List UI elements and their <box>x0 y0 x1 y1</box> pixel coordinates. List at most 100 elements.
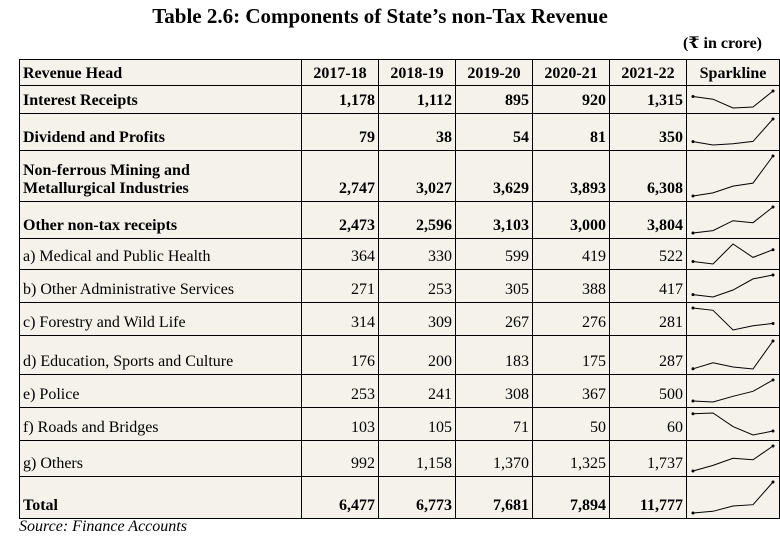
sparkline-cell <box>686 238 780 270</box>
header-2019-20: 2019-20 <box>455 59 533 86</box>
table-row: Dividend and Profits 79 38 54 81 350 <box>19 113 780 151</box>
table-row: c) Forestry and Wild Life 314 309 267 276 281 <box>19 302 780 336</box>
header-sparkline: Sparkline <box>686 59 780 86</box>
value-cell: 3,027 <box>378 150 456 202</box>
sparkline-line <box>692 118 774 146</box>
revenue-table: Revenue Head 2017-18 2018-19 2019-20 202… <box>19 59 780 519</box>
sparkline-endpoint <box>771 378 775 382</box>
sparkline-line <box>692 155 774 197</box>
table-row: Interest Receipts 1,178 1,112 895 920 1,315 <box>19 85 780 114</box>
header-2020-21: 2020-21 <box>532 59 610 86</box>
value-cell: 1,178 <box>301 85 379 114</box>
sparkline-line <box>692 481 774 514</box>
value-cell: 992 <box>301 440 379 477</box>
value-cell: 105 <box>378 407 456 441</box>
value-cell: 3,103 <box>455 201 533 239</box>
row-label: Dividend and Profits <box>19 113 302 151</box>
sparkline-endpoint <box>771 273 775 277</box>
value-cell: 241 <box>378 374 456 408</box>
header-2017-18: 2017-18 <box>301 59 379 86</box>
value-cell: 364 <box>301 238 379 270</box>
table-row: Total 6,477 6,773 7,681 7,894 11,777 <box>19 476 780 519</box>
value-cell: 895 <box>455 85 533 114</box>
sparkline-endpoint <box>771 321 775 325</box>
sparkline-endpoint <box>771 429 775 433</box>
value-cell: 11,777 <box>609 476 687 519</box>
value-cell: 7,681 <box>455 476 533 519</box>
sparkline-cell <box>686 440 780 477</box>
sparkline-cell <box>686 335 780 375</box>
row-label: d) Education, Sports and Culture <box>19 335 302 375</box>
value-cell: 103 <box>301 407 379 441</box>
value-cell: 267 <box>455 302 533 336</box>
value-cell: 71 <box>455 407 533 441</box>
value-cell: 1,737 <box>609 440 687 477</box>
table-row: f) Roads and Bridges 103 105 71 50 60 <box>19 407 780 441</box>
value-cell: 417 <box>609 269 687 303</box>
row-label: Non-ferrous Mining and Metallurgical Indu… <box>19 150 302 202</box>
value-cell: 6,308 <box>609 150 687 202</box>
value-cell: 522 <box>609 238 687 270</box>
value-cell: 3,000 <box>532 201 610 239</box>
value-cell: 3,893 <box>532 150 610 202</box>
sparkline-cell <box>686 201 780 239</box>
value-cell: 500 <box>609 374 687 408</box>
sparkline <box>691 205 775 235</box>
sparkline-cell <box>686 302 780 336</box>
table-row: Other non-tax receipts 2,473 2,596 3,103 3,0… <box>19 201 780 239</box>
value-cell: 314 <box>301 302 379 336</box>
value-cell: 38 <box>378 113 456 151</box>
sparkline <box>691 480 775 515</box>
value-cell: 3,804 <box>609 201 687 239</box>
value-cell: 2,473 <box>301 201 379 239</box>
value-cell: 253 <box>378 269 456 303</box>
value-cell: 388 <box>532 269 610 303</box>
sparkline-endpoint <box>691 469 695 473</box>
value-cell: 367 <box>532 374 610 408</box>
sparkline-endpoint <box>691 306 695 310</box>
sparkline-endpoint <box>691 399 695 403</box>
table-row: a) Medical and Public Health 364 330 599 419… <box>19 238 780 270</box>
sparkline-endpoint <box>691 259 695 263</box>
sparkline <box>691 339 775 371</box>
value-cell: 419 <box>532 238 610 270</box>
sparkline-line <box>692 445 774 472</box>
value-cell: 1,370 <box>455 440 533 477</box>
header-row: Revenue Head 2017-18 2018-19 2019-20 202… <box>19 59 780 86</box>
row-label: a) Medical and Public Health <box>19 238 302 270</box>
header-revenue-head: Revenue Head <box>19 59 302 86</box>
sparkline-cell <box>686 150 780 202</box>
value-cell: 281 <box>609 302 687 336</box>
row-label: b) Other Administrative Services <box>19 269 302 303</box>
value-cell: 330 <box>378 238 456 270</box>
sparkline-line <box>692 206 774 234</box>
value-cell: 276 <box>532 302 610 336</box>
sparkline-line <box>692 243 774 265</box>
sparkline-line <box>692 379 774 403</box>
value-cell: 60 <box>609 407 687 441</box>
value-cell: 6,477 <box>301 476 379 519</box>
header-2021-22: 2021-22 <box>609 59 687 86</box>
row-label: Other non-tax receipts <box>19 201 302 239</box>
unit-note: (₹ in crore) <box>683 35 762 52</box>
sparkline-endpoint <box>691 511 695 515</box>
value-cell: 79 <box>301 113 379 151</box>
sparkline-endpoint <box>691 231 695 235</box>
sparkline-endpoint <box>771 339 775 343</box>
value-cell: 287 <box>609 335 687 375</box>
sparkline-endpoint <box>771 480 775 484</box>
sparkline <box>691 89 775 109</box>
table-row: Non-ferrous Mining and Metallurgical Indu… <box>19 150 780 202</box>
sparkline-line <box>692 274 774 298</box>
sparkline-endpoint <box>691 194 695 198</box>
value-cell: 6,773 <box>378 476 456 519</box>
sparkline-endpoint <box>771 248 775 252</box>
sparkline-endpoint <box>771 89 775 93</box>
sparkline <box>691 117 775 146</box>
sparkline-cell <box>686 85 780 114</box>
value-cell: 1,325 <box>532 440 610 477</box>
table-row: g) Others 992 1,158 1,370 1,325 1,737 <box>19 440 780 477</box>
sparkline-cell <box>686 374 780 408</box>
value-cell: 183 <box>455 335 533 375</box>
sparkline-endpoint <box>691 293 695 297</box>
